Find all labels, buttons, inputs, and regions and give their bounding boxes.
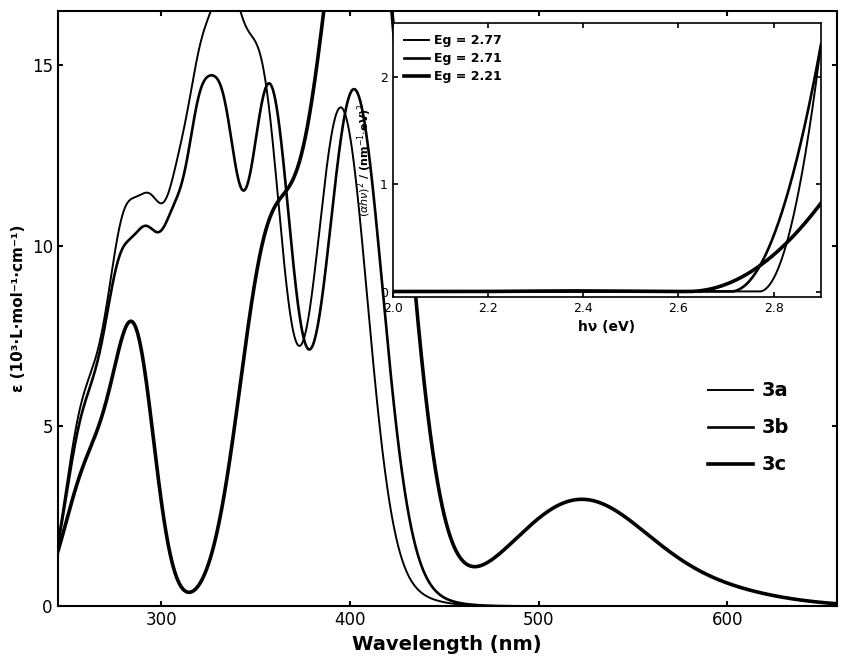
X-axis label: Wavelength (nm): Wavelength (nm) [353,635,542,654]
Legend: 3a, 3b, 3c: 3a, 3b, 3c [700,374,796,481]
Y-axis label: ε (10³·L·mol⁻¹·cm⁻¹): ε (10³·L·mol⁻¹·cm⁻¹) [11,225,26,392]
